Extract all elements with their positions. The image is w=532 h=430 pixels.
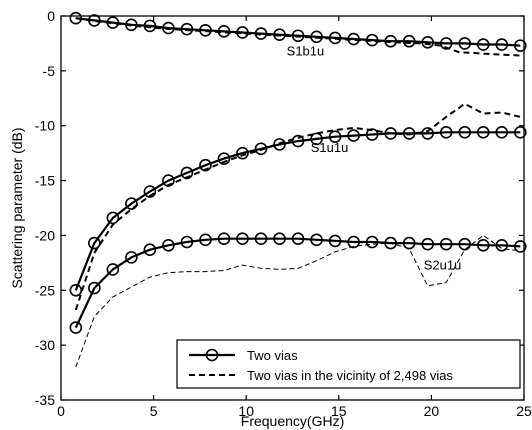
data-point-s1b1u <box>513 39 527 52</box>
data-point-s2u1u <box>217 232 231 246</box>
y-tick-label: -10 <box>35 118 55 134</box>
series-line-s2u1u-vicinity <box>75 234 521 368</box>
data-point-s1b1u <box>162 21 175 35</box>
data-point-s2u1u <box>328 234 342 248</box>
data-point-s1u1u <box>384 127 397 140</box>
y-tick-label: -30 <box>35 337 55 353</box>
y-tick-label: -35 <box>35 392 55 408</box>
data-point-s2u1u <box>125 251 138 264</box>
data-point-s1b1u <box>402 34 416 48</box>
y-tick-label: -25 <box>35 282 55 298</box>
data-point-s2u1u <box>69 321 83 334</box>
data-point-s1u1u <box>310 132 323 146</box>
x-axis-label: Frequency(GHz) <box>241 413 344 429</box>
series-line-s2u1u-two-vias <box>74 237 521 329</box>
legend-label-two-vias: Two vias <box>247 348 298 363</box>
data-point-s2u1u <box>310 233 323 247</box>
data-point-s2u1u <box>476 239 490 252</box>
data-point-s2u1u <box>421 237 434 251</box>
y-tick-label: -15 <box>35 173 55 189</box>
annotation-s1b1u: S1b1u <box>287 43 325 58</box>
data-point-s2u1u <box>513 240 527 253</box>
legend-marker-two-vias <box>205 348 219 362</box>
data-point-s2u1u <box>143 243 157 256</box>
data-point-s1u1u <box>495 125 509 139</box>
data-point-s1b1u <box>143 19 157 33</box>
data-point-s2u1u <box>273 232 286 246</box>
x-tick-label: 10 <box>238 403 254 419</box>
legend-label-vicinity: Two vias in the vicinity of 2,498 vias <box>247 368 453 383</box>
data-point-s1u1u <box>402 127 416 140</box>
data-point-s2u1u <box>458 237 472 251</box>
data-point-s1u1u <box>347 129 360 142</box>
data-point-s1u1u <box>254 142 268 156</box>
data-point-s2u1u <box>254 232 268 246</box>
x-tick-label: 5 <box>150 403 158 419</box>
y-tick-label: -20 <box>35 227 55 243</box>
data-point-s1u1u <box>180 166 194 180</box>
data-point-s1b1u <box>458 37 472 50</box>
legend-box <box>176 339 521 389</box>
data-point-s1u1u <box>328 130 342 143</box>
data-point-s1u1u <box>199 158 212 172</box>
data-point-s1b1u <box>273 28 286 41</box>
data-point-s1u1u <box>236 146 249 160</box>
data-point-s1b1u <box>495 38 509 51</box>
x-tick-label: 25 <box>516 403 532 419</box>
data-point-s1b1u <box>439 37 453 50</box>
data-point-s1u1u <box>365 128 379 141</box>
data-point-s2u1u <box>236 232 249 246</box>
series-line-s1b1u-vicinity <box>75 17 521 57</box>
y-tick-label: -5 <box>43 63 56 79</box>
data-point-s1b1u <box>310 30 323 44</box>
data-point-s1u1u <box>125 197 138 210</box>
x-tick-label: 20 <box>424 403 440 419</box>
annotation-s1u1u: S1u1u <box>311 140 349 155</box>
data-point-s2u1u <box>291 232 305 246</box>
data-point-s1u1u <box>217 152 231 165</box>
data-point-s1u1u <box>291 134 305 148</box>
data-point-s1u1u <box>513 125 527 139</box>
annotation-s2u1u: S2u1u <box>424 257 462 272</box>
x-tick-label: 0 <box>57 403 65 419</box>
data-point-s2u1u <box>88 281 101 295</box>
data-point-s2u1u <box>495 239 509 252</box>
data-point-s1b1u <box>180 22 194 36</box>
data-point-s1u1u <box>476 125 490 139</box>
data-point-s2u1u <box>199 233 212 247</box>
x-tick-label: 15 <box>331 403 347 419</box>
data-point-s2u1u <box>106 263 120 276</box>
series-line-s1u1u-two-vias <box>74 131 521 291</box>
data-point-s1b1u <box>421 36 434 49</box>
data-point-s2u1u <box>180 235 194 249</box>
data-point-s1b1u <box>291 29 305 43</box>
y-axis-label: Scattering parameter (dB) <box>9 127 25 288</box>
data-point-s2u1u <box>162 239 175 252</box>
data-point-s2u1u <box>402 236 416 250</box>
y-tick-label: 0 <box>47 8 55 24</box>
data-point-s2u1u <box>347 235 360 249</box>
data-point-s1u1u <box>439 125 453 139</box>
data-point-s2u1u <box>365 235 379 249</box>
data-point-s1u1u <box>458 125 472 139</box>
data-point-s1b1u <box>476 38 490 51</box>
data-point-s1u1u <box>421 127 434 140</box>
data-point-s2u1u <box>439 237 453 251</box>
plot-frame <box>60 15 525 401</box>
series-line-s1u1u-vicinity <box>74 102 521 311</box>
